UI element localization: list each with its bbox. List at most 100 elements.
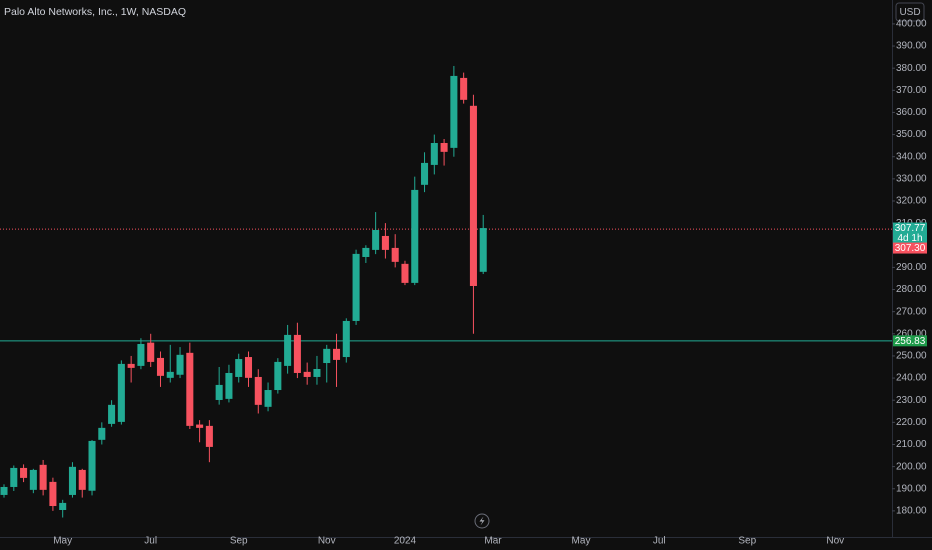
y-tick-label: 260.00 xyxy=(896,328,927,339)
candle-body xyxy=(88,440,96,491)
last-price-label: 307.77 xyxy=(893,222,927,234)
candle-body xyxy=(225,372,233,399)
candle-body xyxy=(117,363,125,422)
candle-body xyxy=(479,228,487,272)
candle-body xyxy=(176,354,184,375)
x-tick-label: Jul xyxy=(653,536,666,547)
candle-body xyxy=(98,427,106,440)
candle-body xyxy=(323,348,331,364)
candle-body xyxy=(274,361,282,391)
candle-body xyxy=(332,348,341,360)
candle-body xyxy=(49,481,57,507)
candle-body xyxy=(264,390,272,407)
countdown-label-bg xyxy=(893,233,927,244)
candle-body xyxy=(460,77,468,100)
lightning-button[interactable] xyxy=(474,513,490,529)
x-tick-label: Sep xyxy=(230,536,248,547)
candle-body xyxy=(68,466,76,495)
candle-body xyxy=(254,376,262,405)
y-tick-label: 190.00 xyxy=(896,483,927,494)
x-tick-label: Jul xyxy=(144,536,157,547)
candle-body xyxy=(372,229,380,250)
y-tick-label: 400.00 xyxy=(896,19,927,30)
extended-price-label-bg xyxy=(893,242,927,254)
x-tick-label: May xyxy=(53,536,72,547)
y-tick-label: 380.00 xyxy=(896,63,927,74)
y-tick-label: 320.00 xyxy=(896,196,927,207)
candle-body xyxy=(215,384,223,400)
y-tick-label: 220.00 xyxy=(896,417,927,428)
candle-body xyxy=(284,334,292,366)
candle-body xyxy=(469,105,477,286)
candle-body xyxy=(196,424,204,428)
x-tick-label: Nov xyxy=(318,536,336,547)
candle-body xyxy=(411,189,419,283)
extended-price-label: 307.30 xyxy=(893,242,927,254)
candle-body xyxy=(430,142,438,165)
candle-body xyxy=(352,253,360,321)
candle-body xyxy=(156,357,165,376)
candle-body xyxy=(166,371,174,378)
countdown-label: 4d 1h xyxy=(893,233,927,244)
candle-body xyxy=(313,368,321,377)
x-tick-label: May xyxy=(572,536,591,547)
candle-body xyxy=(293,334,301,373)
candle-body xyxy=(108,404,116,424)
lightning-circle[interactable] xyxy=(474,513,490,529)
y-tick-label: 210.00 xyxy=(896,439,927,450)
y-tick-label: 350.00 xyxy=(896,129,927,140)
y-tick-label: 390.00 xyxy=(896,41,927,52)
candle-body xyxy=(401,263,409,283)
candle-body xyxy=(235,359,243,377)
chart-title: Palo Alto Networks, Inc., 1W, NASDAQ xyxy=(4,6,186,18)
y-tick-label: 370.00 xyxy=(896,85,927,96)
y-tick-label: 240.00 xyxy=(896,373,927,384)
candle-body xyxy=(186,352,194,426)
candle-body xyxy=(205,425,213,447)
y-tick-label: 270.00 xyxy=(896,306,927,317)
last-price-label-bg xyxy=(893,222,927,234)
y-tick-label: 250.00 xyxy=(896,351,927,362)
candle-body xyxy=(342,320,350,358)
level-label: 256.83 xyxy=(893,335,927,347)
x-tick-label: Mar xyxy=(484,536,502,547)
currency-button[interactable]: USD xyxy=(895,2,925,22)
currency-label[interactable]: USD xyxy=(899,7,920,18)
candle-body xyxy=(421,162,429,185)
lightning-icon[interactable] xyxy=(479,516,485,526)
candle-body xyxy=(39,464,47,490)
candle-body xyxy=(127,363,135,368)
candle-body xyxy=(147,342,155,362)
level-label-bg xyxy=(893,335,927,347)
y-tick-label: 330.00 xyxy=(896,173,927,184)
candle-body xyxy=(137,343,145,366)
y-tick-label: 280.00 xyxy=(896,284,927,295)
y-tick-label: 360.00 xyxy=(896,107,927,118)
candle-body xyxy=(29,469,37,490)
y-tick-label: 230.00 xyxy=(896,395,927,406)
candle-body xyxy=(450,75,458,148)
candle-body xyxy=(303,371,311,377)
candle-body xyxy=(59,502,67,510)
candle-body xyxy=(20,467,28,478)
y-tick-label: 200.00 xyxy=(896,461,927,472)
extended-price-label-text: 307.30 xyxy=(895,243,926,254)
x-tick-label: Sep xyxy=(738,536,756,547)
last-price-label-text: 307.77 xyxy=(895,223,926,234)
y-tick-label: 180.00 xyxy=(896,506,927,517)
x-tick-label: Nov xyxy=(826,536,844,547)
countdown-label-text: 4d 1h xyxy=(897,233,922,244)
level-label-text: 256.83 xyxy=(895,336,926,347)
candle-body xyxy=(362,247,370,257)
y-tick-label: 290.00 xyxy=(896,262,927,273)
candle-body xyxy=(10,467,18,487)
currency-button-frame[interactable] xyxy=(895,2,925,22)
x-tick-label: 2024 xyxy=(394,536,417,547)
candle-body xyxy=(244,357,253,378)
candle-body xyxy=(0,486,8,495)
y-tick-label: 340.00 xyxy=(896,151,927,162)
candle-body xyxy=(391,247,399,262)
candle-body xyxy=(381,235,389,250)
